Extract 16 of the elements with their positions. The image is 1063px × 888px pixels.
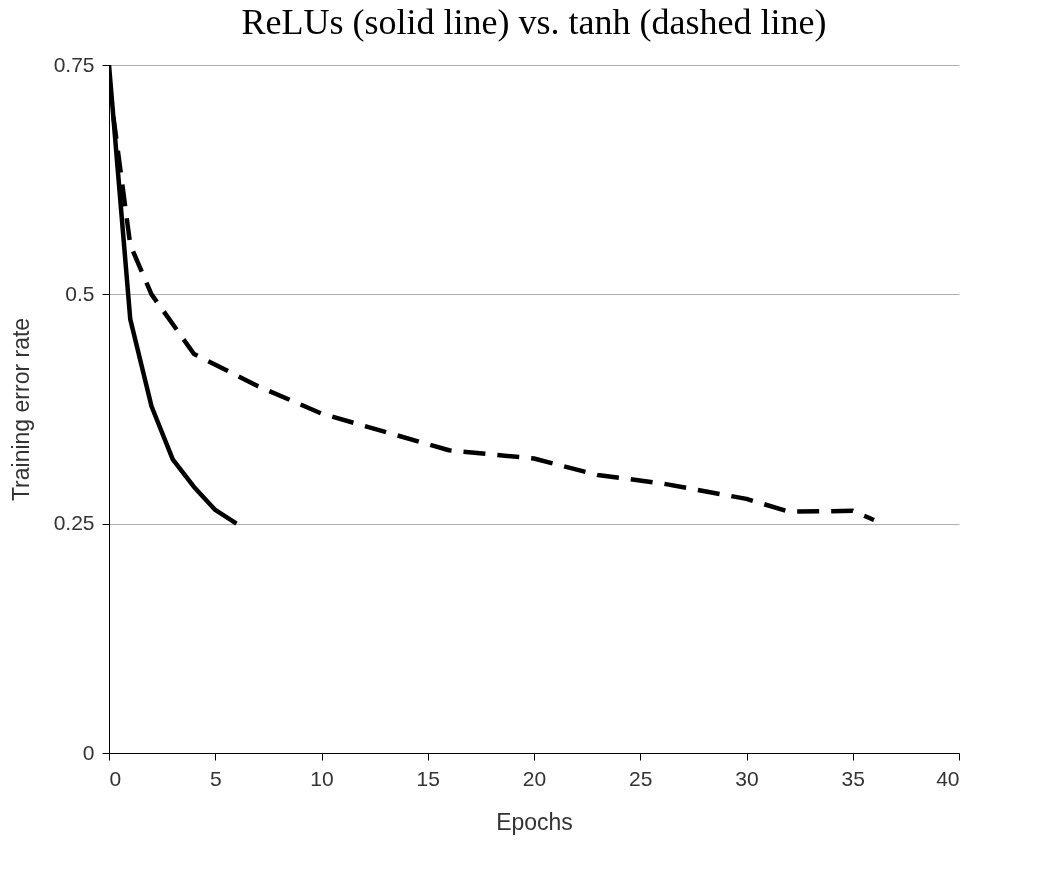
chart-title: ReLUs (solid line) vs. tanh (dashed line) [241, 2, 827, 42]
y-axis-title: Training error rate [7, 317, 34, 502]
y-tick-label: 0.25 [53, 511, 95, 535]
x-tick-label: 0 [109, 766, 122, 790]
y-tick-label: 0.5 [65, 281, 95, 305]
y-tick-label: 0.75 [53, 52, 95, 76]
x-tick-label: 5 [209, 766, 222, 790]
x-tick-label: 35 [841, 766, 865, 790]
x-tick-label: 10 [310, 766, 334, 790]
x-tick-label: 30 [735, 766, 759, 790]
x-axis-title: Epochs [496, 808, 573, 835]
x-tick-label: 25 [629, 766, 653, 790]
x-tick-label: 40 [936, 766, 960, 790]
y-tick-label: 0 [82, 740, 95, 764]
x-tick-label: 20 [522, 766, 547, 790]
x-tick-label: 15 [416, 766, 440, 790]
